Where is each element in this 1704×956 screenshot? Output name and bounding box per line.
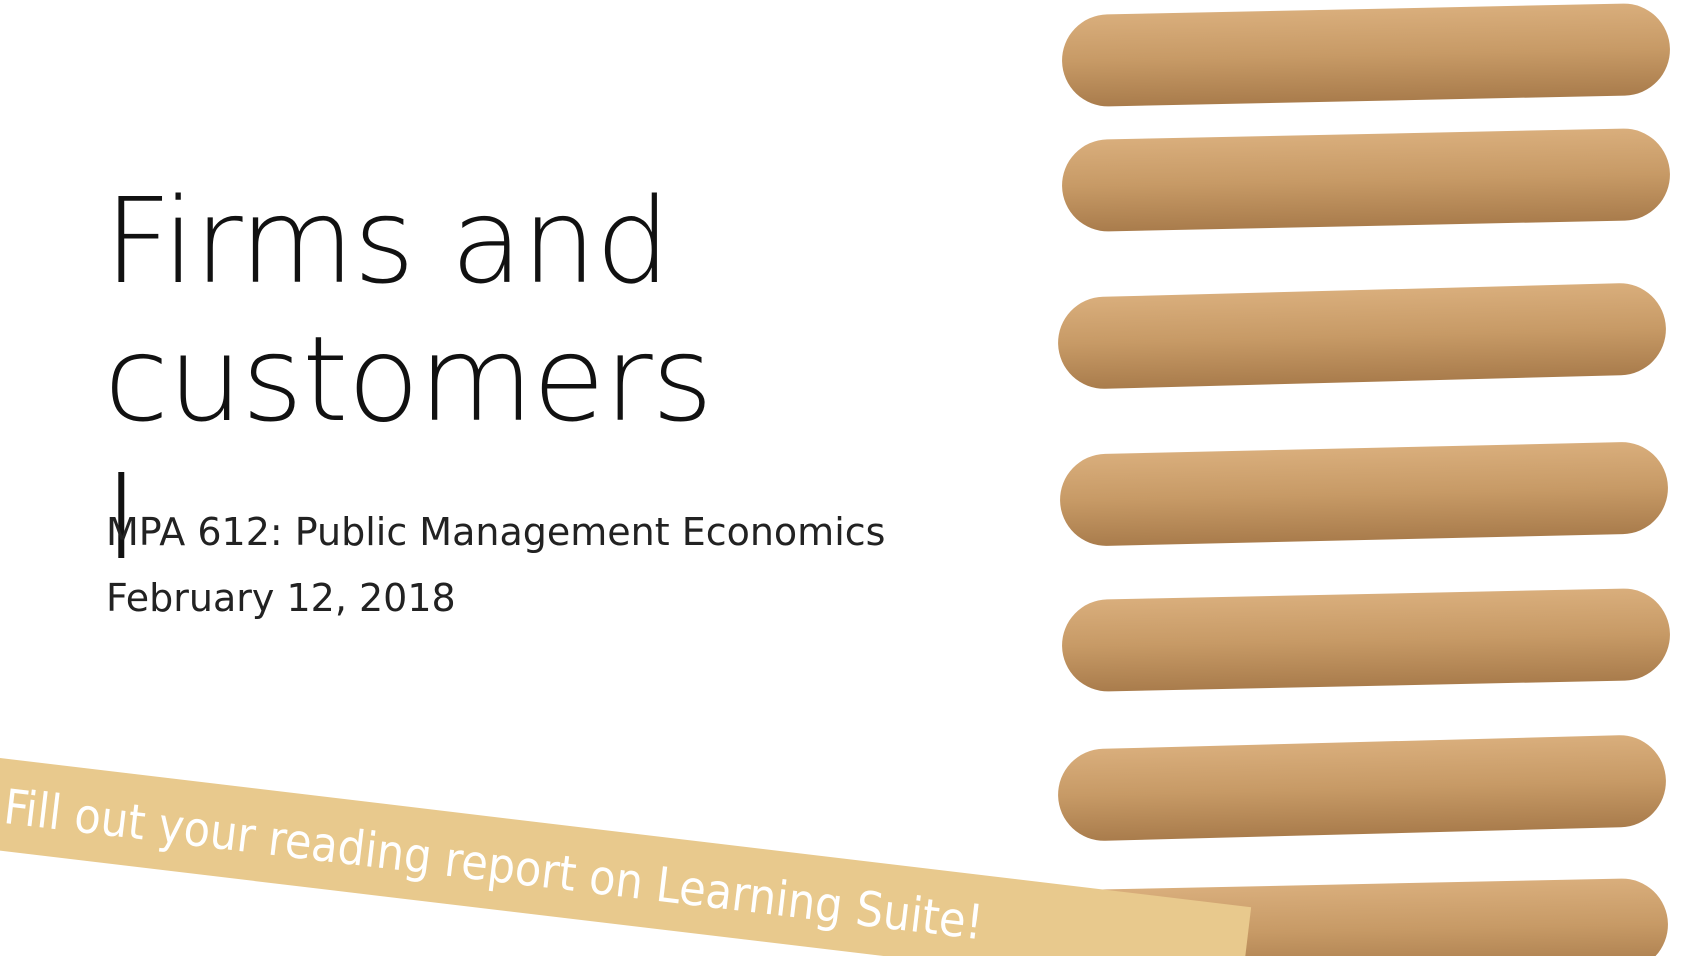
stick (1062, 588, 1670, 692)
slide-date: February 12, 2018 (106, 576, 456, 620)
stick (1058, 283, 1666, 389)
stick (1062, 128, 1670, 232)
stick (1058, 735, 1666, 841)
sticks (1058, 3, 1670, 956)
slide-subtitle: MPA 612: Public Management Economics (106, 510, 886, 554)
slide-title: Firms and customers I (104, 172, 713, 586)
stick (1060, 442, 1668, 546)
stick (1062, 3, 1670, 107)
banner-band (0, 753, 1252, 956)
